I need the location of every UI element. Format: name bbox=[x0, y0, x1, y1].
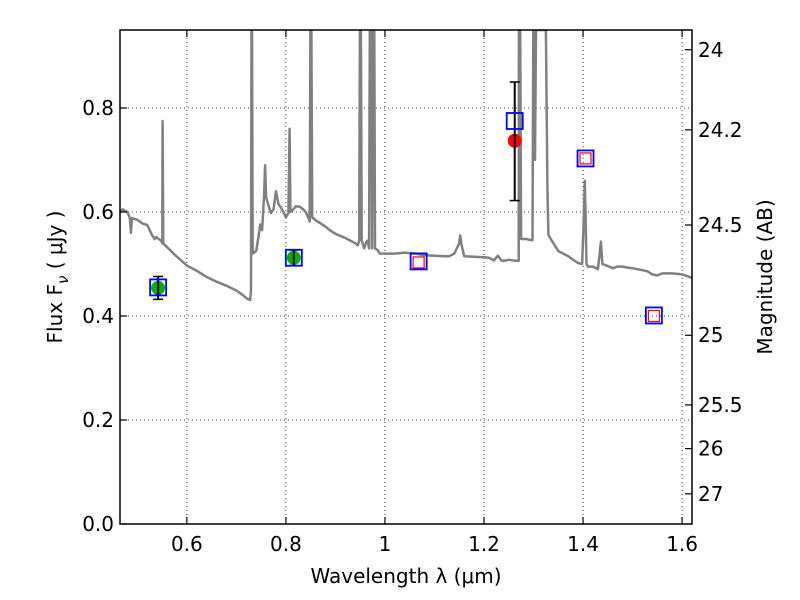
plot-frame bbox=[119, 29, 693, 525]
y-axis-label-unit: ( μJy ) bbox=[43, 211, 67, 276]
x-axis-label: Wavelength λ (μm) bbox=[310, 564, 501, 588]
magnitude-tick-label: 24 bbox=[698, 38, 723, 62]
sed-model-line bbox=[120, 30, 692, 302]
magnitude-tick-label: 26 bbox=[698, 437, 723, 461]
data-markers bbox=[149, 81, 663, 325]
sed-layer bbox=[120, 30, 692, 302]
x-tick-label: 1.4 bbox=[567, 532, 599, 556]
x-tick-label: 0.6 bbox=[171, 532, 203, 556]
model-flux-square bbox=[579, 152, 592, 165]
y-tick-label: 0.4 bbox=[82, 304, 114, 328]
model-flux-square bbox=[284, 248, 303, 267]
magnitude-tick-label: 25 bbox=[698, 323, 723, 347]
y-tick-label: 0.6 bbox=[82, 200, 114, 224]
x-tick-label: 1.2 bbox=[468, 532, 500, 556]
y-axis-label-main: Flux F bbox=[43, 284, 67, 343]
magnitude-tick-label: 25.5 bbox=[698, 393, 743, 417]
model-flux-square bbox=[647, 309, 660, 323]
y-axis-label: Flux Fν ( μJy ) bbox=[43, 211, 72, 344]
x-tick-label: 0.8 bbox=[270, 532, 302, 556]
magnitude-axis-label: Magnitude (AB) bbox=[753, 199, 777, 354]
y-tick-label: 0.0 bbox=[82, 512, 114, 536]
magnitude-tick-label: 27 bbox=[698, 482, 723, 506]
model-flux-square bbox=[149, 278, 168, 297]
y-axis-label-subscript: ν bbox=[54, 276, 72, 284]
model-flux-square bbox=[576, 149, 595, 168]
model-flux-square bbox=[644, 306, 663, 325]
x-tick-label: 1.6 bbox=[666, 532, 698, 556]
model-flux-square bbox=[412, 256, 425, 269]
plot-area bbox=[120, 30, 692, 524]
model-flux-square bbox=[409, 252, 428, 271]
x-tick-label: 1 bbox=[379, 532, 392, 556]
magnitude-tick-label: 24.5 bbox=[698, 213, 743, 237]
axis-ticks: 0.6 0.8 1 1.2 1.4 1.6 0.0 0.2 0.4 0.6 0.8 24 24.2 24.… bbox=[82, 30, 743, 556]
magnitude-tick-label: 24.2 bbox=[698, 118, 743, 142]
model-flux-square bbox=[505, 112, 524, 130]
y-tick-label: 0.8 bbox=[82, 96, 114, 120]
y-tick-label: 0.2 bbox=[82, 408, 114, 432]
